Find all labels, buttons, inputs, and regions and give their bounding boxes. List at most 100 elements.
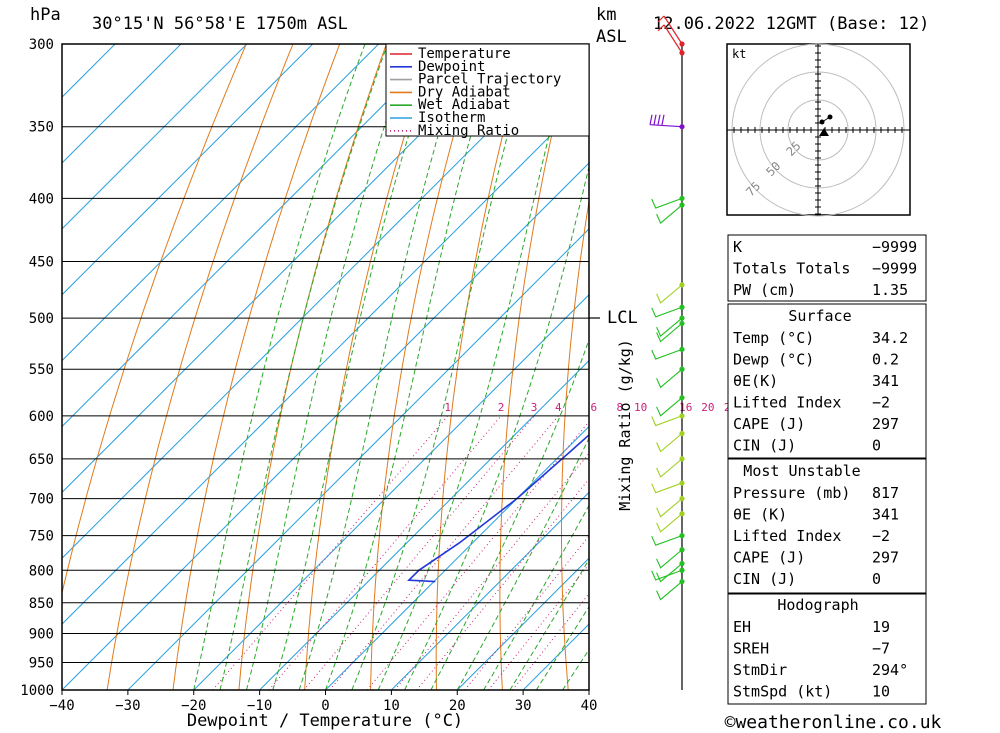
wet-adiabat-line <box>404 164 589 690</box>
isotherm-line <box>62 162 589 690</box>
lcl-label: LCL <box>607 308 638 328</box>
dry-adiabat-line <box>944 44 1000 690</box>
mixing-ratio-labels: 12346810162025 <box>444 401 737 414</box>
table-row-value: 297 <box>872 549 899 567</box>
mixing-ratio-label: 16 <box>679 401 692 414</box>
table-row-label: Lifted Index <box>733 527 841 545</box>
wet-adiabat-line <box>193 44 366 690</box>
mixing-ratio-axis-label: Mixing Ratio (g/kg) <box>616 339 634 511</box>
mixing-ratio-label: 1 <box>444 401 451 414</box>
wet-adiabat-line <box>351 44 533 690</box>
mixing-ratio-line <box>212 415 449 690</box>
temperature-tick-labels: −40 −30 −20 −10 0 10 20 30 40 <box>49 690 597 714</box>
x-tick-label: 30 <box>515 698 532 714</box>
wind-barb <box>656 563 683 583</box>
isotherm-line <box>127 228 589 690</box>
storm-motion-marker <box>819 128 829 136</box>
x-tick-label: 10 <box>383 698 400 714</box>
table-row-value: −7 <box>872 640 890 658</box>
table-row-value: 294° <box>872 661 908 679</box>
asl-label: ASL <box>596 27 627 47</box>
table-row-value: −9999 <box>872 238 917 256</box>
table-row-label: Totals Totals <box>733 260 850 278</box>
wind-barb <box>656 368 683 389</box>
isotherm-line <box>62 96 589 625</box>
pressure-tick-label: 450 <box>29 255 54 271</box>
pressure-tick-label: 550 <box>29 362 54 378</box>
footer-credit: ©weatheronline.co.uk <box>725 712 942 733</box>
isotherm-line <box>325 425 589 690</box>
pressure-tick-label: 650 <box>29 452 54 468</box>
x-tick-label: −20 <box>181 698 206 714</box>
mixing-ratio-label: 4 <box>555 401 562 414</box>
dewpoint-line <box>407 433 589 583</box>
table-row-label: CAPE (J) <box>733 415 805 433</box>
series-lines <box>407 433 589 583</box>
mixing-ratio-line <box>487 563 589 690</box>
most-unstable-table: Most Unstable Pressure (mb) 817 θE (K) 341 L… <box>727 458 927 594</box>
table-row-value: −2 <box>872 394 890 412</box>
isotherm-line <box>456 557 589 690</box>
isotherm-line <box>62 44 182 164</box>
wet-adiabat-line <box>245 44 412 690</box>
legend-label: Dewpoint <box>418 59 485 75</box>
legend-label: Dry Adiabat <box>418 84 511 100</box>
x-axis-label: Dewpoint / Temperature (°C) <box>187 711 463 731</box>
table-row-value: 1.35 <box>872 281 908 299</box>
wind-barb <box>656 458 683 478</box>
hpa-label: hPa <box>30 5 61 25</box>
dry-adiabat-line <box>106 44 294 690</box>
table-row-label: PW (cm) <box>733 281 796 299</box>
pressure-tick-label: 900 <box>29 626 54 642</box>
x-tick-label: −10 <box>247 698 272 714</box>
x-tick-label: −40 <box>49 698 74 714</box>
x-tick-label: 0 <box>321 698 329 714</box>
mixing-ratio-line <box>394 452 589 690</box>
indices-table: K −9999 Totals Totals −9999 PW (cm) 1.35 <box>727 234 927 302</box>
pressure-tick-label: 500 <box>29 311 54 327</box>
mixing-ratio-label: 6 <box>590 401 597 414</box>
isotherm-line <box>62 44 577 559</box>
table-row-label: θE(K) <box>733 372 778 390</box>
table-row-label: CIN (J) <box>733 570 796 588</box>
isotherm-line <box>62 44 248 230</box>
wet-adiabat-line <box>325 44 498 690</box>
wind-barb <box>651 197 683 209</box>
table-row-label: StmDir <box>733 661 787 679</box>
table-row-value: 0.2 <box>872 351 899 369</box>
table-row-value: 10 <box>872 683 890 701</box>
pressure-tick-label: 950 <box>29 655 54 671</box>
hodograph-unit: kt <box>732 47 746 61</box>
isobars <box>62 43 589 691</box>
wind-barb <box>656 498 683 518</box>
wind-barb <box>651 348 683 360</box>
table-row-label: θE (K) <box>733 506 787 524</box>
table-row-label: EH <box>733 618 751 636</box>
pressure-tick-label: 400 <box>29 191 54 207</box>
isotherm-line <box>62 44 445 428</box>
table-row-value: 341 <box>872 506 899 524</box>
wet-adiabat-line <box>219 44 389 690</box>
dry-adiabat-line <box>370 44 481 690</box>
surface-table: Surface Temp (°C) 34.2 Dewp (°C) 0.2 θE(K) 34… <box>727 303 927 459</box>
pressure-tick-label: 350 <box>29 120 54 136</box>
wind-barb <box>656 433 683 453</box>
wind-barbs <box>649 15 685 601</box>
mixing-ratio-label: 3 <box>531 401 538 414</box>
dry-adiabat-line <box>993 44 1000 690</box>
isotherm-line <box>391 491 589 690</box>
wet-adiabat-line <box>456 436 589 690</box>
table-row-value: −9999 <box>872 260 917 278</box>
pressure-tick-label: 300 <box>29 37 54 53</box>
dry-adiabat-line <box>561 198 589 690</box>
wind-barb <box>657 15 683 45</box>
wind-barb <box>657 24 683 54</box>
mixing-ratio-line <box>416 478 589 690</box>
table-row-value: 34.2 <box>872 329 908 347</box>
datetime-title: 12.06.2022 12GMT (Base: 12) <box>653 14 929 34</box>
mixing-ratio-line <box>464 535 589 690</box>
pressure-tick-labels: 300 350 400 450 500 550 600 650 700 750 800 850 900 9… <box>20 37 54 699</box>
